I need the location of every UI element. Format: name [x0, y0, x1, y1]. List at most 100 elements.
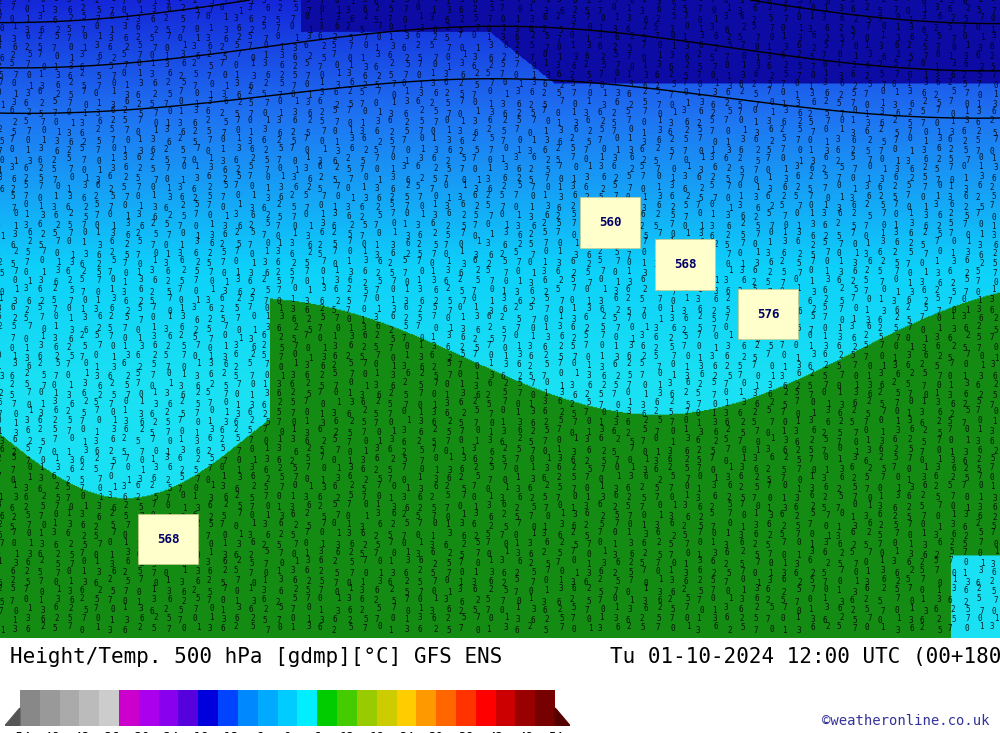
- Text: 2: 2: [82, 268, 86, 276]
- Text: 6: 6: [837, 342, 841, 350]
- Text: 6: 6: [460, 465, 464, 474]
- Text: 5: 5: [782, 268, 786, 277]
- Text: 6: 6: [82, 194, 86, 203]
- Text: 2: 2: [363, 541, 367, 550]
- Text: 3: 3: [95, 42, 99, 51]
- Text: 7: 7: [40, 314, 44, 323]
- Text: 1: 1: [489, 230, 493, 239]
- Text: 3: 3: [152, 332, 156, 341]
- Text: 5: 5: [68, 416, 72, 424]
- Text: 5: 5: [867, 16, 871, 25]
- Text: 5: 5: [882, 138, 886, 147]
- Text: 5: 5: [56, 359, 60, 369]
- Text: 0: 0: [976, 23, 980, 32]
- Text: 1: 1: [418, 81, 422, 90]
- Text: 2: 2: [752, 80, 756, 89]
- Text: 2: 2: [755, 341, 759, 350]
- Text: 1: 1: [880, 623, 884, 632]
- Text: 5: 5: [965, 212, 969, 221]
- Text: 1: 1: [392, 228, 396, 237]
- Text: 7: 7: [96, 15, 100, 24]
- Text: 0: 0: [658, 110, 662, 119]
- Text: 2: 2: [11, 576, 15, 585]
- Text: 0: 0: [531, 324, 535, 333]
- Text: 0: 0: [766, 429, 770, 438]
- Text: 5: 5: [235, 304, 239, 313]
- Text: 0: 0: [878, 616, 882, 625]
- Text: 5: 5: [614, 381, 618, 390]
- Text: 5: 5: [53, 624, 57, 633]
- Text: 2: 2: [950, 410, 954, 419]
- Text: 6: 6: [626, 484, 630, 493]
- Text: 1: 1: [822, 594, 826, 603]
- Text: 6: 6: [657, 5, 661, 14]
- Text: 7: 7: [529, 512, 533, 521]
- Text: 0: 0: [293, 482, 297, 490]
- Text: 1: 1: [110, 154, 114, 163]
- Text: 3: 3: [181, 513, 185, 522]
- Text: 6: 6: [878, 248, 882, 257]
- Text: 2: 2: [570, 399, 574, 409]
- Text: 0: 0: [391, 153, 395, 162]
- Text: 0: 0: [938, 247, 942, 256]
- Text: 5: 5: [878, 267, 882, 276]
- Text: 0: 0: [797, 607, 801, 616]
- Text: 0: 0: [503, 345, 507, 353]
- Text: 0: 0: [375, 294, 379, 303]
- Text: 7: 7: [208, 399, 212, 408]
- Text: 7: 7: [978, 472, 982, 481]
- Text: 1: 1: [641, 259, 645, 268]
- Text: 1: 1: [124, 81, 128, 90]
- Text: 3: 3: [951, 456, 955, 465]
- Text: 1: 1: [307, 286, 311, 295]
- Text: 3: 3: [572, 448, 576, 457]
- Text: 7: 7: [237, 446, 241, 456]
- Text: 7: 7: [684, 213, 688, 222]
- Text: 6: 6: [515, 33, 519, 42]
- Text: 5: 5: [293, 70, 297, 79]
- Text: 3: 3: [419, 154, 423, 163]
- Text: 2: 2: [502, 579, 506, 588]
- Text: 5: 5: [224, 118, 228, 128]
- Text: 2: 2: [151, 218, 155, 228]
- Text: 7: 7: [500, 531, 504, 540]
- Text: 0: 0: [154, 446, 158, 456]
- Text: 6: 6: [714, 428, 718, 437]
- Text: 5: 5: [728, 500, 732, 509]
- Text: 7: 7: [683, 78, 687, 87]
- Text: 6: 6: [490, 448, 494, 457]
- Text: 5: 5: [349, 359, 353, 369]
- Text: 3: 3: [797, 228, 801, 237]
- Text: 3: 3: [682, 307, 686, 316]
- Text: 3: 3: [139, 79, 143, 88]
- Text: 0: 0: [206, 12, 210, 21]
- Text: 5: 5: [66, 483, 70, 492]
- Text: 0: 0: [602, 144, 606, 154]
- Text: 1: 1: [434, 466, 438, 475]
- Text: 3: 3: [360, 391, 364, 400]
- Text: 7: 7: [866, 22, 870, 31]
- Text: 2: 2: [80, 594, 84, 603]
- Text: 0: 0: [321, 399, 325, 409]
- Text: 7: 7: [881, 607, 885, 616]
- Text: 5: 5: [405, 519, 409, 528]
- Text: 7: 7: [306, 463, 310, 471]
- Text: 0: 0: [280, 428, 284, 437]
- Text: 0: 0: [908, 71, 912, 81]
- Text: 7: 7: [347, 438, 351, 447]
- Text: 1: 1: [994, 547, 998, 556]
- Text: 3: 3: [14, 429, 18, 438]
- Text: 1: 1: [728, 331, 732, 340]
- Text: 1: 1: [474, 372, 478, 380]
- Text: 0: 0: [952, 306, 956, 315]
- Text: 6: 6: [826, 418, 830, 427]
- Text: 1: 1: [122, 342, 126, 352]
- Text: 0: 0: [179, 97, 183, 106]
- Text: 2: 2: [504, 379, 508, 388]
- Text: 5: 5: [237, 240, 241, 249]
- Text: 3: 3: [265, 389, 269, 398]
- Text: 3: 3: [291, 371, 295, 380]
- Text: 6: 6: [53, 16, 57, 25]
- Text: 3: 3: [112, 363, 116, 372]
- Text: 0: 0: [794, 275, 798, 284]
